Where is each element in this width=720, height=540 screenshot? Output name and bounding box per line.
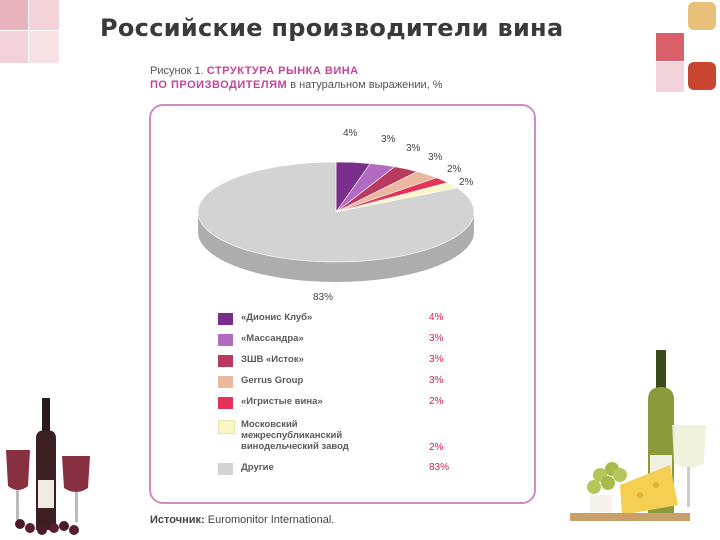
pie-value-label: 3% [381, 134, 396, 145]
legend-label: Московский межреспубликанский винодельче… [241, 419, 349, 452]
legend-label: Другие [241, 462, 274, 473]
legend-swatch [218, 313, 233, 325]
decor-square [0, 31, 28, 63]
legend-item: Другие 83% [215, 462, 455, 476]
legend-label: «Дионис Клуб» [241, 312, 313, 323]
wine-bottles-illustration [6, 398, 90, 535]
decor-square [29, 31, 59, 63]
pie-value-label: 2% [459, 177, 474, 188]
legend-item: «Игристые вина» 2% [215, 396, 455, 410]
caption-unit: в натуральном выражении, % [290, 79, 443, 91]
decor-square [656, 62, 684, 92]
caption-line-2: ПО ПРОИЗВОДИТЕЛЯМ в натуральном выражени… [150, 78, 443, 92]
page-title: Российские производители вина [100, 14, 564, 42]
source-text: Euromonitor International. [207, 514, 335, 526]
legend-swatch [218, 376, 233, 388]
legend-value: 3% [429, 375, 444, 386]
legend-item: «Массандра» 3% [215, 333, 455, 347]
legend-swatch [218, 355, 233, 367]
decor-photo [688, 62, 716, 90]
source-note: Источник: Euromonitor International. [150, 514, 334, 526]
chart-frame [149, 104, 536, 504]
caption-heading-1: СТРУКТУРА РЫНКА ВИНА [206, 65, 359, 77]
pie-value-label: 4% [343, 128, 358, 139]
legend-item: Gerrus Group 3% [215, 375, 455, 389]
decor-square [656, 33, 684, 61]
legend-item: ЗШВ «Исток» 3% [215, 354, 455, 368]
legend-label: «Массандра» [241, 333, 304, 344]
decor-square [0, 0, 28, 30]
pie-slice-side [198, 212, 474, 282]
legend-label: Gerrus Group [241, 375, 304, 386]
pie-value-label: 3% [428, 152, 443, 163]
pie-value-label: 2% [447, 164, 462, 175]
wine-cheese-illustration [570, 350, 706, 521]
legend-value: 4% [429, 312, 444, 323]
source-label: Источник: [150, 514, 205, 526]
legend-value: 3% [429, 333, 444, 344]
legend-value: 2% [429, 396, 444, 407]
legend-value: 83% [429, 462, 450, 473]
legend-value: 2% [429, 442, 444, 453]
legend-item: Московский межреспубликанский винодельче… [215, 419, 455, 453]
pie-slice-7 [197, 161, 475, 263]
legend-value: 3% [429, 354, 444, 365]
legend-label: ЗШВ «Исток» [241, 354, 304, 365]
decor-photo [688, 2, 716, 30]
legend-swatch [218, 463, 233, 475]
legend-item: «Дионис Клуб» 4% [215, 312, 455, 326]
legend-swatch [218, 397, 233, 409]
figure-caption: Рисунок 1. СТРУКТУРА РЫНКА ВИНА ПО ПРОИЗ… [150, 64, 443, 92]
pie-value-label: 83% [313, 292, 333, 303]
legend-swatch [218, 334, 233, 346]
pie-value-label: 3% [406, 143, 421, 154]
legend-label: «Игристые вина» [241, 396, 323, 407]
decor-square [29, 0, 59, 30]
legend-swatch [218, 420, 235, 434]
caption-heading-2: ПО ПРОИЗВОДИТЕЛЯМ [150, 79, 288, 91]
caption-line-1: Рисунок 1. СТРУКТУРА РЫНКА ВИНА [150, 64, 443, 78]
caption-prefix: Рисунок 1. [150, 65, 204, 77]
